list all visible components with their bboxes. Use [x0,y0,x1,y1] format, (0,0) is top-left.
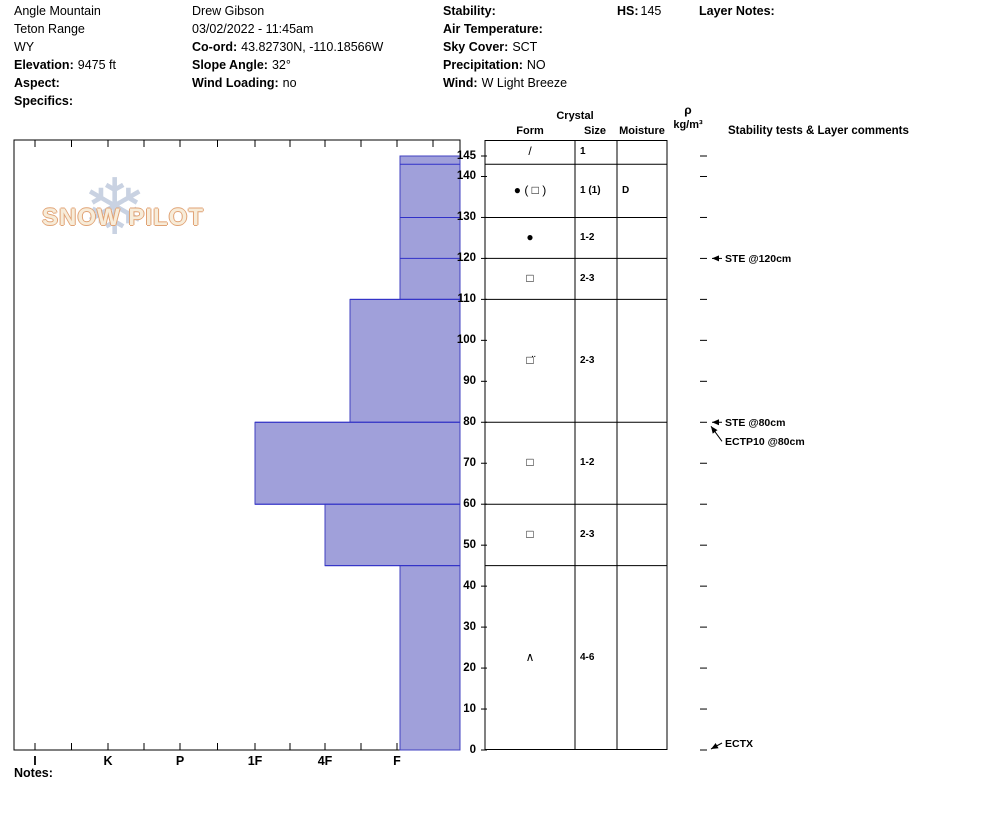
sky-cover-line: Sky Cover: SCT [443,40,538,54]
hardness-bar [399,565,461,751]
crystal-size-value: 2-3 [580,528,595,540]
observer-name: Drew Gibson [192,4,265,18]
crystal-form-symbol: □ [526,270,534,285]
test-arrow [710,742,723,750]
aspect-line: Aspect: [14,76,60,90]
depth-label: 80 [463,416,476,429]
hs-line: HS: 145 [617,4,662,18]
size-header: Size [583,125,606,137]
layer-notes-label: Layer Notes: [699,4,775,18]
crystal-form-symbol: □ [526,455,534,470]
density-header: ρ [684,103,692,117]
depth-label: 50 [463,539,476,552]
crystal-size-value: 2-3 [580,272,595,284]
stability-test-label: STE @120cm [725,252,792,265]
depth-label: 20 [463,662,476,675]
crystal-form-symbol: □̈ [526,352,534,367]
stability-test-label: STE @80cm [725,416,786,429]
depth-label: 90 [463,375,476,388]
air-temp-line: Air Temperature: [443,22,543,36]
crystal-header: Crystal [556,110,594,122]
moisture-value: D [622,184,630,196]
crystal-size-value: 1 (1) [580,184,601,196]
crystal-form-symbol: / [528,144,532,159]
depth-label: 110 [457,293,476,306]
depth-label: 40 [463,580,476,593]
crystal-size-value: 1-2 [580,231,595,243]
wind-loading-line: Wind Loading: no [192,76,297,90]
site-state: WY [14,40,35,54]
hardness-label: P [175,754,185,768]
stability-tests-header: Stability tests & Layer comments [728,125,909,137]
wind-line: Wind: W Light Breeze [443,76,568,90]
site-range: Teton Range [14,22,85,36]
depth-label: 0 [469,744,476,756]
crystal-size-value: 1 [580,146,586,158]
stability-test-label: ECTP10 @80cm [725,435,805,448]
hardness-label: F [393,754,401,768]
logo-text: SNOW PILOT [42,204,204,231]
depth-label: 145 [456,150,476,162]
crystal-form-symbol: ∧ [525,649,535,664]
depth-label: 130 [456,211,476,224]
specifics-line: Specifics: [14,94,74,108]
crystal-form-symbol: ● [526,229,534,244]
moisture-header: Moisture [619,125,665,137]
depth-label: 60 [463,498,476,511]
crystal-size-value: 4-6 [580,651,595,663]
hardness-bar [349,298,461,423]
stability-test-label: ECTX [725,737,754,750]
hardness-label: 4F [317,754,333,768]
precip-line: Precipitation: NO [443,58,546,72]
stability-line: Stability: [443,4,496,18]
crystal-form-symbol: ● ( □ ) [513,182,547,197]
snowpilot-logo: ❄ SNOW PILOT [40,163,230,262]
notes-label: Notes: [14,766,53,780]
depth-label: 30 [463,621,476,634]
crystal-size-value: 1-2 [580,457,595,469]
density-units-header: kg/m³ [673,119,703,131]
hardness-label: K [103,754,113,768]
elevation-line: Elevation: 9475 ft [14,58,116,72]
hardness-bar [399,155,461,300]
slope-angle-line: Slope Angle: 32° [192,58,291,72]
form-header: Form [516,125,544,137]
crystal-size-value: 2-3 [580,354,595,366]
test-arrow [710,425,723,442]
depth-label: 10 [463,703,476,716]
depth-label: 70 [463,457,476,470]
depth-label: 100 [456,334,476,347]
depth-label: 140 [456,170,476,183]
depth-label: 120 [456,252,476,265]
coordinates-line: Co-ord: 43.82730N, -110.18566W [192,40,384,54]
hardness-bar [254,421,461,505]
hardness-label: 1F [247,754,263,768]
crystal-form-symbol: □ [526,526,534,541]
hardness-bar [324,503,461,567]
site-name: Angle Mountain [14,4,101,18]
observation-date: 03/02/2022 - 11:45am [192,22,314,36]
